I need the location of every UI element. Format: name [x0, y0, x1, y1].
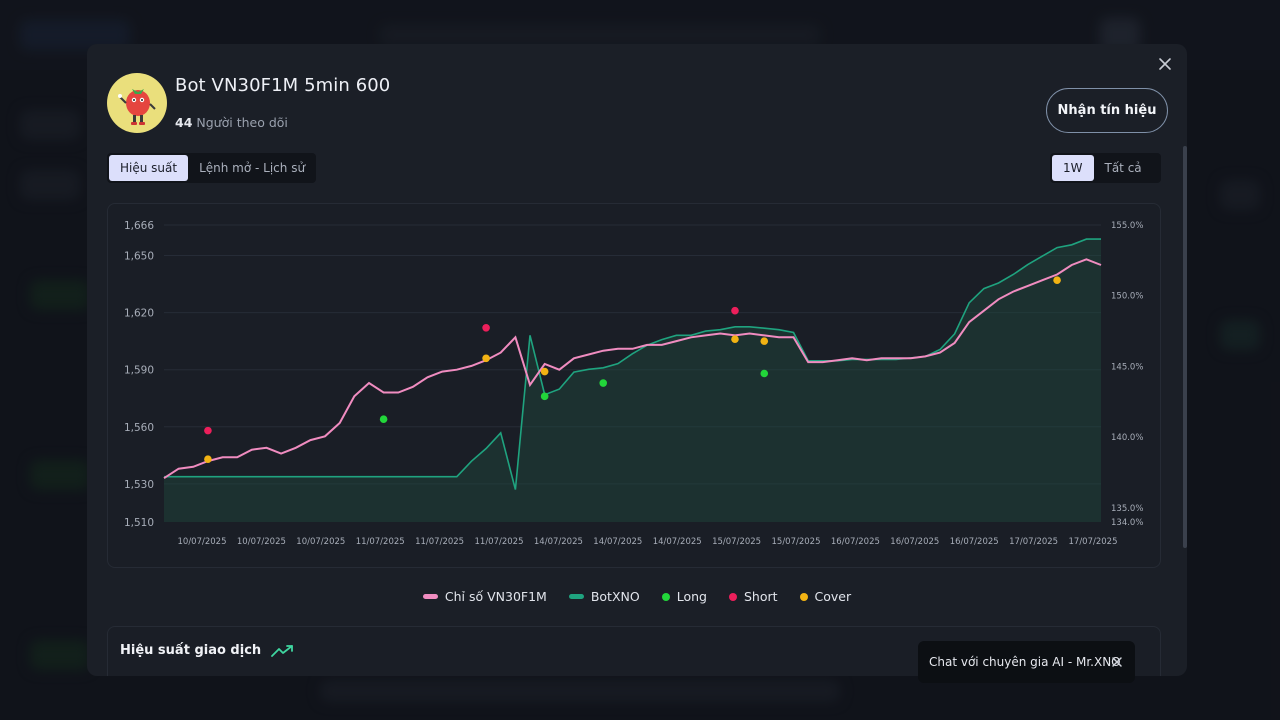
- y-right-tick: 155.0%: [1111, 221, 1143, 231]
- bot-name: Bot VN30F1M 5min 600: [175, 75, 391, 96]
- legend-swatch: [728, 592, 737, 601]
- view-tabs: Hiệu suất Lệnh mở - Lịch sử: [107, 153, 316, 183]
- y-left-tick: 1,510: [124, 517, 154, 529]
- y-right-tick: 135.0%: [1111, 504, 1143, 514]
- marker-cover: [731, 335, 739, 344]
- modal-scrollbar[interactable]: [1183, 146, 1187, 548]
- legend-label: Chỉ số VN30F1M: [444, 589, 547, 604]
- tab-range-all[interactable]: Tất cả: [1104, 161, 1142, 175]
- tab-range-1w[interactable]: 1W: [1052, 155, 1094, 181]
- x-tick: 10/07/2025: [237, 537, 286, 547]
- section-title-text: Hiệu suất giao dịch: [120, 643, 262, 658]
- x-tick: 15/07/2025: [772, 537, 821, 547]
- legend-label: Cover: [814, 589, 852, 604]
- x-tick: 16/07/2025: [831, 537, 880, 547]
- y-left-tick: 1,590: [124, 365, 154, 377]
- x-tick: 11/07/2025: [415, 537, 464, 547]
- y-left-tick: 1,560: [124, 422, 154, 434]
- marker-long: [599, 379, 608, 387]
- trending-up-icon: [271, 644, 294, 657]
- ai-chat-label: Chat với chuyên gia AI - Mr.XNO: [929, 655, 1121, 669]
- legend-swatch: [799, 592, 808, 601]
- legend-item-vn30f1m[interactable]: Chỉ số VN30F1M: [422, 589, 547, 604]
- x-tick: 11/07/2025: [356, 537, 405, 547]
- legend-item-botxno[interactable]: BotXNO: [568, 589, 640, 604]
- receive-signal-button[interactable]: Nhận tín hiệu: [1046, 88, 1168, 133]
- marker-long: [379, 415, 388, 423]
- ai-chat-button[interactable]: Chat với chuyên gia AI - Mr.XNO: [918, 641, 1135, 683]
- x-tick: 10/07/2025: [178, 537, 227, 547]
- tab-open-orders-history[interactable]: Lệnh mở - Lịch sử: [199, 161, 306, 175]
- marker-cover: [1053, 276, 1061, 285]
- legend-label: Short: [743, 589, 778, 604]
- x-tick: 16/07/2025: [950, 537, 999, 547]
- legend-label: Long: [676, 589, 707, 604]
- x-tick: 17/07/2025: [1009, 537, 1058, 547]
- marker-short: [204, 426, 212, 435]
- follower-count: 44 Người theo dõi: [175, 115, 288, 130]
- marker-short: [731, 306, 739, 315]
- x-tick: 10/07/2025: [296, 537, 345, 547]
- x-tick: 14/07/2025: [593, 537, 642, 547]
- tab-performance[interactable]: Hiệu suất: [109, 155, 189, 181]
- x-tick: 14/07/2025: [534, 537, 583, 547]
- x-tick: 16/07/2025: [890, 537, 939, 547]
- marker-short: [482, 324, 490, 332]
- x-tick: 14/07/2025: [653, 537, 702, 547]
- y-right-tick: 134.0%: [1111, 518, 1143, 528]
- performance-chart: 1,666 1,650 1,620 1,590 1,560 1,530 1,510 155.0…: [107, 203, 1161, 568]
- legend-item-long[interactable]: Long: [661, 589, 707, 604]
- legend-swatch: [422, 594, 438, 599]
- legend-swatch: [568, 594, 584, 599]
- section-title: Hiệu suất giao dịch: [120, 643, 295, 658]
- chart-svg: 1,666 1,650 1,620 1,590 1,560 1,530 1,510 155.0…: [124, 220, 1143, 547]
- bot-avatar: [107, 73, 167, 133]
- botxno-area: [164, 239, 1101, 522]
- legend-label: BotXNO: [590, 589, 640, 604]
- legend-item-cover[interactable]: Cover: [799, 589, 852, 604]
- follower-label: Người theo dõi: [196, 115, 288, 130]
- botxno-line: [164, 238, 1101, 490]
- marker-cover: [760, 337, 769, 345]
- marker-cover: [204, 455, 212, 463]
- close-icon[interactable]: [1111, 656, 1123, 668]
- x-tick: 11/07/2025: [475, 537, 524, 547]
- marker-cover: [482, 354, 490, 363]
- y-right-tick: 145.0%: [1111, 362, 1143, 372]
- close-icon[interactable]: [1157, 56, 1173, 72]
- marker-cover: [540, 367, 549, 376]
- y-right-tick: 150.0%: [1111, 292, 1143, 302]
- x-tick: 17/07/2025: [1069, 537, 1118, 547]
- marker-long: [540, 392, 549, 401]
- vn30f1m-line: [163, 258, 1102, 480]
- range-tabs: 1W Tất cả: [1050, 153, 1161, 183]
- follower-number: 44: [175, 115, 193, 130]
- y-left-tick: 1,620: [124, 308, 154, 320]
- strawberry-mascot-icon: [118, 89, 156, 125]
- y-left-tick: 1,666: [124, 220, 154, 232]
- legend-item-short[interactable]: Short: [728, 589, 778, 604]
- bot-detail-modal: Bot VN30F1M 5min 600 44 Người theo dõi N…: [87, 44, 1187, 676]
- marker-long: [760, 369, 769, 378]
- y-left-tick: 1,530: [124, 479, 154, 491]
- y-right-tick: 140.0%: [1111, 433, 1143, 443]
- y-left-tick: 1,650: [124, 250, 154, 262]
- legend-swatch: [661, 592, 670, 601]
- x-tick: 15/07/2025: [712, 537, 761, 547]
- chart-legend: Chỉ số VN30F1M BotXNO Long Short Cover: [87, 589, 1187, 604]
